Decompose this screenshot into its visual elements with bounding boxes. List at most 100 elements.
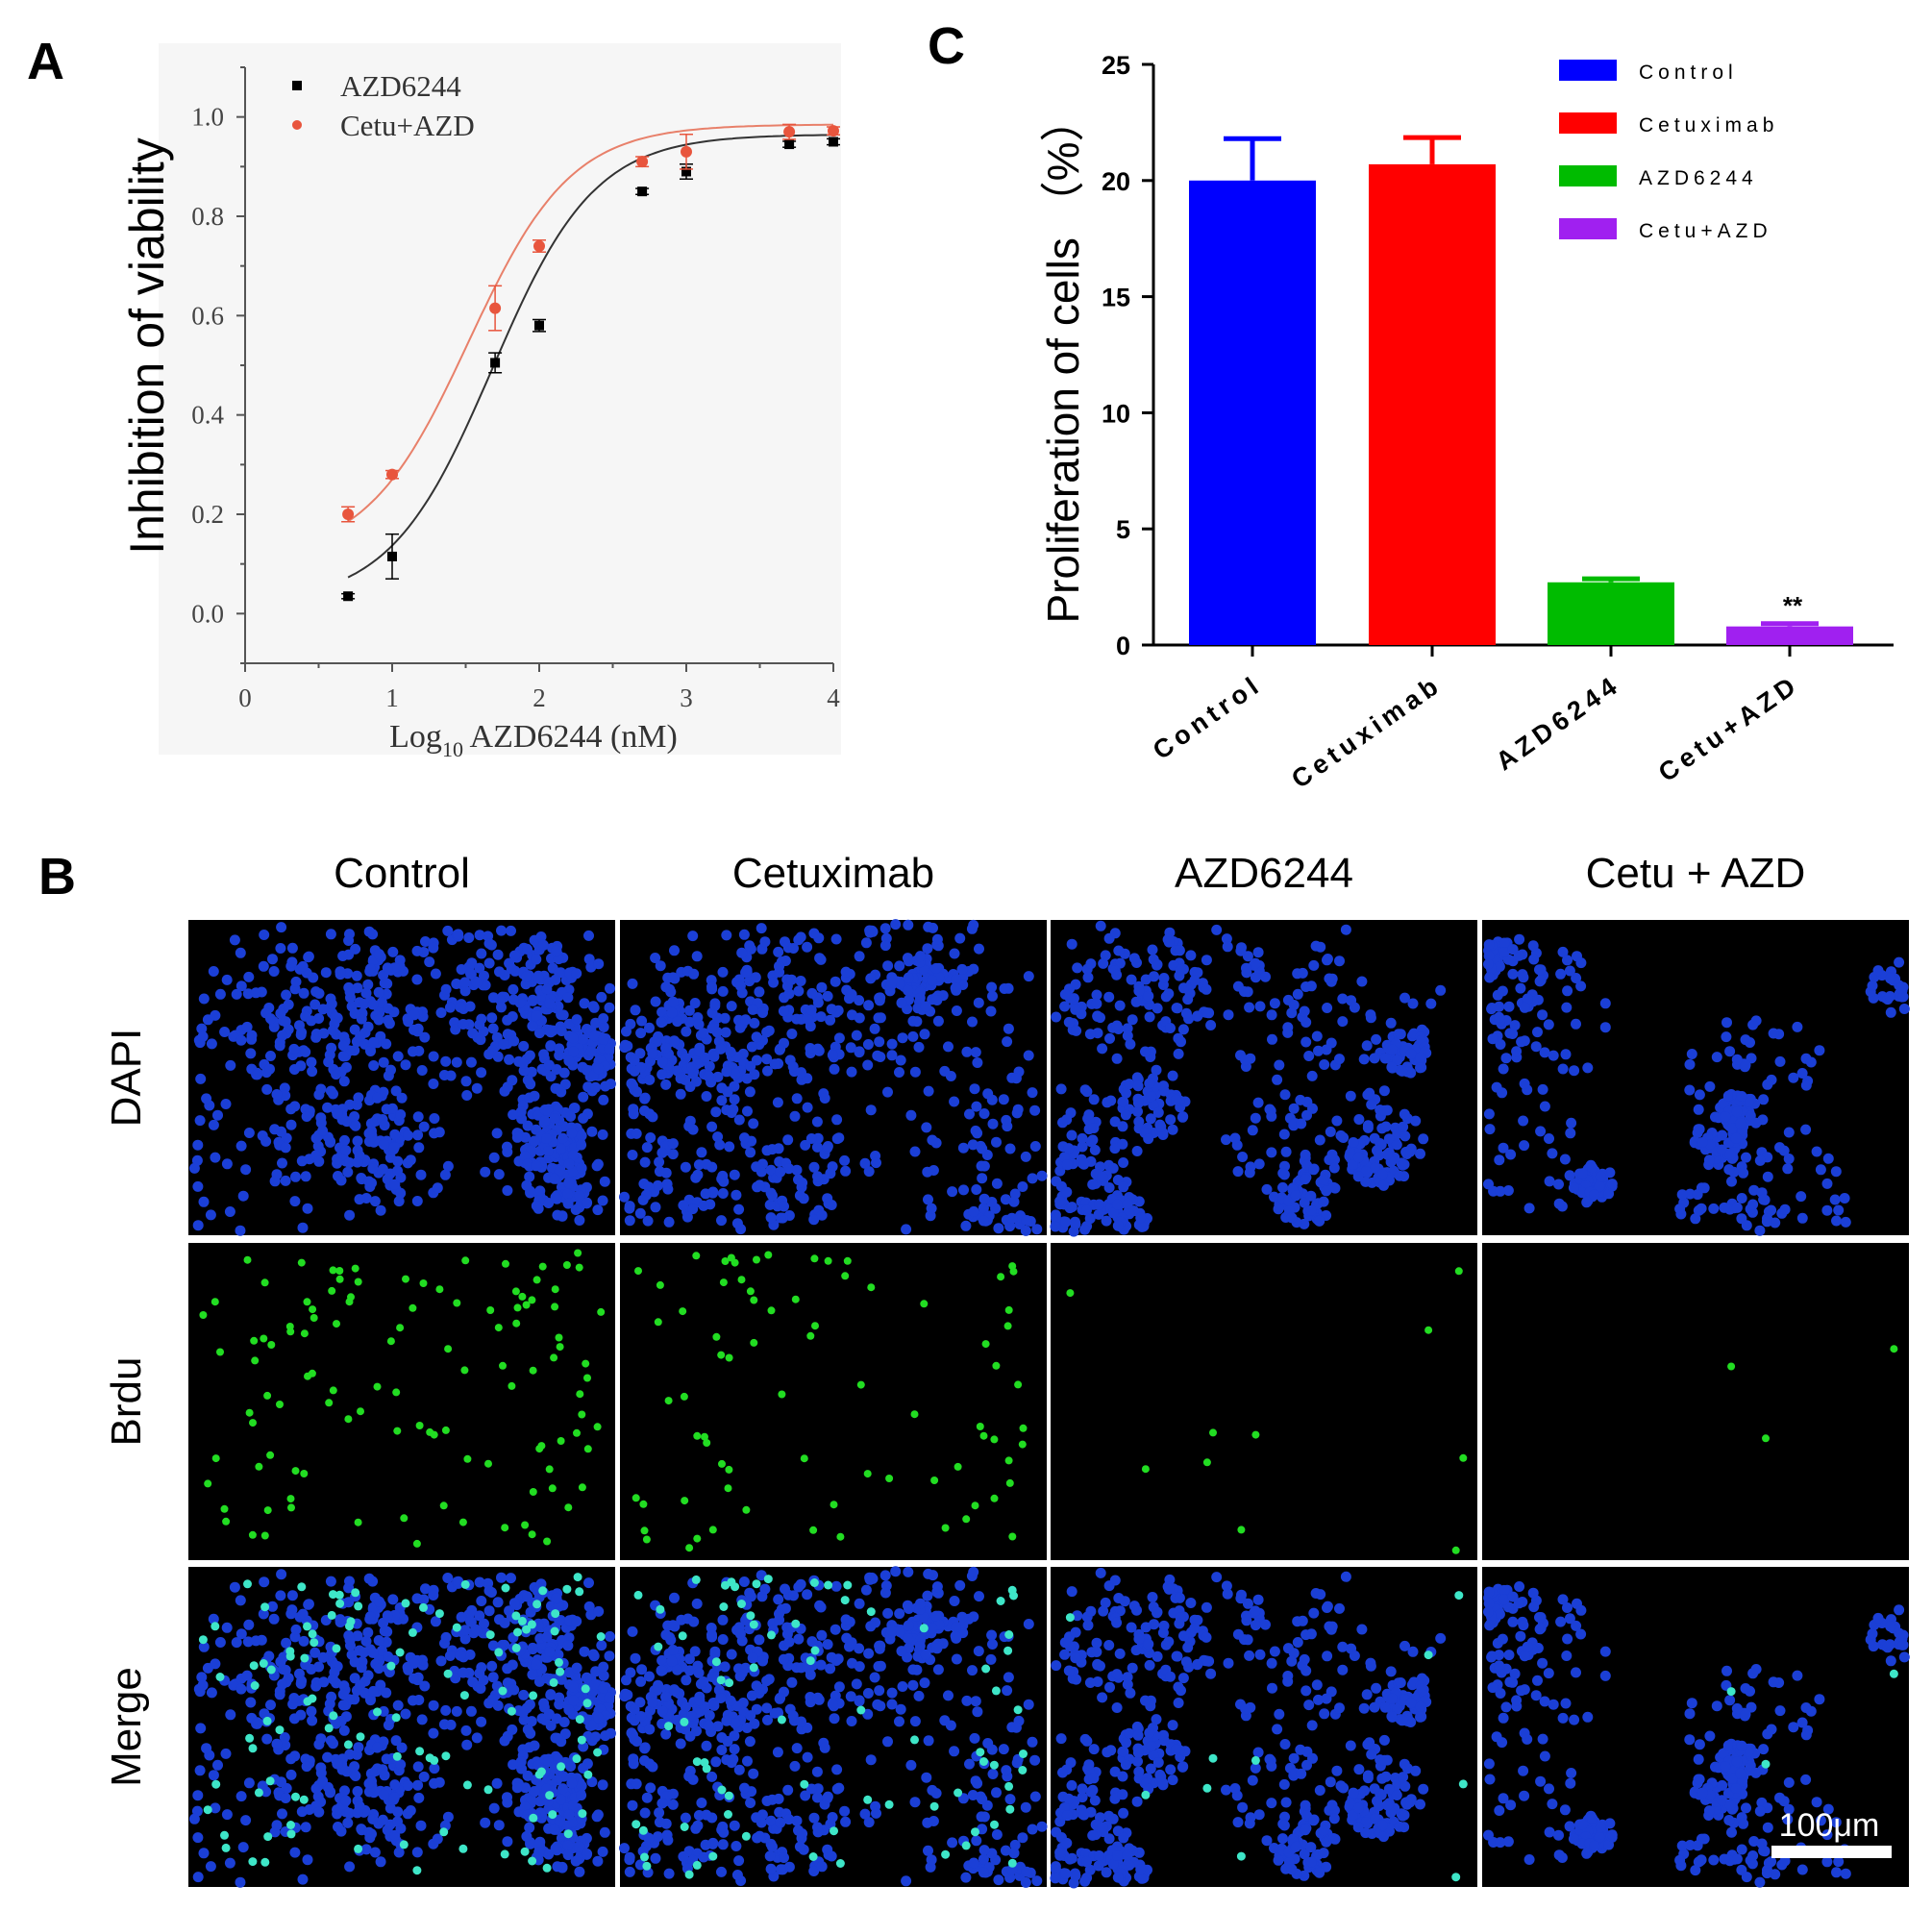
dapi-nucleus xyxy=(960,1873,971,1883)
dapi-nucleus xyxy=(992,1829,1003,1840)
brdu-nucleus xyxy=(753,1256,760,1264)
dapi-nucleus xyxy=(1272,1724,1282,1734)
brdu-nucleus xyxy=(778,1716,786,1725)
brdu-nucleus xyxy=(1008,1859,1017,1868)
brdu-nucleus xyxy=(303,1622,311,1630)
dapi-nucleus xyxy=(331,1069,341,1080)
brdu-nucleus xyxy=(1018,1766,1027,1774)
dapi-nucleus xyxy=(1377,1169,1388,1179)
dapi-nucleus xyxy=(681,1162,691,1173)
dapi-nucleus xyxy=(644,1023,655,1033)
dapi-nucleus xyxy=(298,1874,309,1885)
brdu-nucleus xyxy=(512,1644,521,1652)
dapi-nucleus xyxy=(272,1169,283,1179)
dapi-nucleus xyxy=(903,985,913,996)
dapi-nucleus xyxy=(1319,1175,1329,1185)
dapi-nucleus xyxy=(870,1673,880,1683)
dapi-nucleus xyxy=(894,1608,904,1619)
dapi-nucleus xyxy=(508,995,519,1005)
dapi-nucleus xyxy=(209,1120,219,1130)
brdu-nucleus xyxy=(347,1293,355,1301)
dapi-nucleus xyxy=(1362,1040,1373,1051)
dapi-nucleus xyxy=(967,1017,978,1028)
dapi-nucleus xyxy=(340,1796,351,1806)
bar-azd6244 xyxy=(1548,583,1674,645)
brdu-nucleus xyxy=(502,1584,510,1593)
dapi-nucleus xyxy=(413,1111,424,1122)
dapi-nucleus xyxy=(345,1635,356,1646)
dapi-nucleus xyxy=(488,1024,499,1034)
dapi-nucleus xyxy=(265,1013,276,1024)
dapi-nucleus xyxy=(1267,1034,1277,1045)
brdu-nucleus xyxy=(806,1656,815,1665)
dapi-nucleus xyxy=(1311,941,1322,952)
dapi-nucleus xyxy=(403,1016,413,1027)
brdu-nucleus xyxy=(836,1859,845,1868)
dapi-nucleus xyxy=(568,1696,579,1706)
dapi-nucleus xyxy=(1401,1797,1412,1807)
brdu-nucleus xyxy=(420,1279,428,1287)
dapi-nucleus xyxy=(552,1733,562,1744)
dapi-nucleus xyxy=(1233,1817,1244,1827)
dapi-nucleus xyxy=(1067,1586,1077,1597)
dapi-nucleus xyxy=(1287,1864,1298,1874)
dapi-nucleus xyxy=(968,1611,978,1622)
dapi-nucleus xyxy=(1078,1810,1089,1821)
dapi-nucleus xyxy=(1386,1711,1397,1722)
brdu-nucleus xyxy=(220,1831,229,1840)
dapi-nucleus xyxy=(625,1867,635,1877)
dapi-nucleus xyxy=(406,1805,416,1816)
dapi-nucleus xyxy=(660,1629,671,1640)
dapi-nucleus xyxy=(1090,1796,1101,1806)
dapi-nucleus xyxy=(745,1736,755,1747)
dapi-nucleus xyxy=(507,963,517,974)
dapi-nucleus xyxy=(207,1687,217,1698)
brdu-nucleus xyxy=(501,1849,509,1858)
brdu-nucleus xyxy=(514,1303,522,1311)
dapi-nucleus xyxy=(939,1066,950,1077)
dapi-nucleus xyxy=(645,1132,656,1143)
dapi-nucleus xyxy=(1103,1640,1114,1650)
dapi-nucleus xyxy=(419,1032,430,1043)
dapi-nucleus xyxy=(593,1713,604,1724)
dapi-nucleus xyxy=(756,923,767,933)
micrograph-background xyxy=(188,1243,615,1560)
dapi-nucleus xyxy=(1185,1598,1196,1608)
dapi-nucleus xyxy=(774,1608,784,1619)
brdu-nucleus xyxy=(656,1281,664,1289)
dapi-nucleus xyxy=(721,930,731,940)
dapi-nucleus xyxy=(931,995,942,1005)
dapi-nucleus xyxy=(1236,1590,1247,1601)
dapi-nucleus xyxy=(461,1090,472,1101)
dapi-nucleus xyxy=(1236,942,1247,953)
dapi-nucleus xyxy=(1060,1637,1071,1648)
brdu-nucleus xyxy=(460,1366,468,1374)
dapi-nucleus xyxy=(306,1706,316,1717)
brdu-nucleus xyxy=(685,1544,693,1551)
brdu-nucleus xyxy=(1455,1267,1463,1275)
dapi-nucleus xyxy=(823,1792,833,1802)
dapi-nucleus xyxy=(748,1005,758,1015)
brdu-nucleus xyxy=(750,1621,758,1629)
brdu-nucleus xyxy=(330,1266,337,1274)
dapi-nucleus xyxy=(1396,1677,1406,1688)
dapi-nucleus xyxy=(993,1874,1003,1885)
dapi-nucleus xyxy=(1329,1163,1340,1174)
dapi-nucleus xyxy=(251,1635,261,1646)
dapi-nucleus xyxy=(660,981,671,992)
dapi-nucleus xyxy=(735,1628,746,1639)
dapi-nucleus xyxy=(816,982,827,993)
dapi-nucleus xyxy=(1380,1054,1391,1064)
dapi-nucleus xyxy=(897,1646,907,1656)
dapi-nucleus xyxy=(1279,1779,1290,1790)
dapi-nucleus xyxy=(715,1044,726,1055)
brdu-nucleus xyxy=(336,1276,344,1283)
x-tick-label: 4 xyxy=(827,683,840,712)
dapi-nucleus xyxy=(366,1828,377,1839)
legend-marker-azd6244 xyxy=(292,81,302,90)
dapi-nucleus xyxy=(563,1177,574,1187)
brdu-nucleus xyxy=(1004,1782,1013,1791)
dapi-nucleus xyxy=(701,1159,711,1170)
dapi-nucleus xyxy=(1308,1815,1319,1825)
dapi-nucleus xyxy=(307,1066,317,1077)
